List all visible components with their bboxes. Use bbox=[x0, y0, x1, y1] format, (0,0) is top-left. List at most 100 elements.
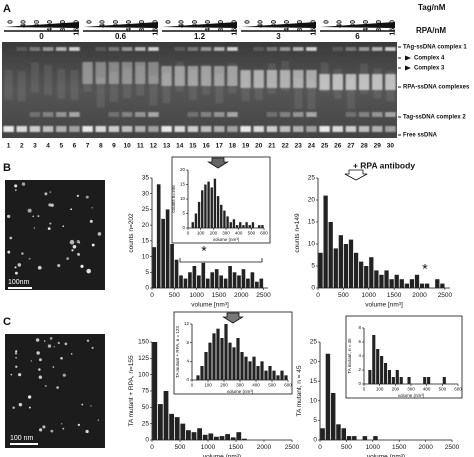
histogram-bar bbox=[258, 225, 261, 228]
x-tick-label: 500 bbox=[169, 292, 180, 299]
histogram-bar bbox=[376, 349, 380, 384]
afm-particle bbox=[85, 195, 89, 199]
histogram-bar bbox=[197, 201, 201, 228]
panel-label: C bbox=[3, 316, 11, 328]
afm-particle bbox=[44, 192, 48, 196]
afm-particle bbox=[28, 257, 31, 260]
histogram-bar bbox=[236, 338, 240, 380]
annotation: * bbox=[422, 261, 428, 277]
gel-band bbox=[306, 112, 317, 117]
y-tick-label: 5 bbox=[311, 263, 315, 270]
y-tick-label: 100 bbox=[138, 371, 149, 378]
afm-particle bbox=[10, 373, 13, 376]
histogram-bar bbox=[212, 333, 216, 380]
histogram-bar bbox=[223, 210, 226, 228]
histogram-bar bbox=[440, 283, 445, 288]
gel-band bbox=[161, 126, 172, 132]
histogram-bar bbox=[425, 283, 430, 288]
lane-number: 24 bbox=[308, 143, 316, 150]
gel-band bbox=[358, 112, 370, 117]
lane-number: 2 bbox=[20, 143, 24, 150]
afm-particle bbox=[62, 427, 65, 430]
gel-smear bbox=[346, 79, 355, 110]
afm-particle bbox=[7, 250, 11, 254]
histogram-bar bbox=[186, 430, 191, 440]
x-tick-label: 0 bbox=[191, 383, 194, 388]
afm-particle bbox=[57, 263, 61, 268]
histogram-bar bbox=[268, 366, 272, 380]
gel-smear bbox=[44, 64, 53, 95]
x-axis-label: volume (nm³) bbox=[398, 393, 425, 398]
lane-number: 10 bbox=[123, 143, 131, 150]
histogram-bar bbox=[220, 204, 223, 228]
histogram-bar bbox=[223, 278, 228, 288]
afm-particle bbox=[85, 429, 89, 434]
afm-particle bbox=[9, 236, 13, 240]
tag-concentration: 80 bbox=[192, 20, 199, 28]
histogram-bar bbox=[161, 218, 165, 288]
lane-number: 21 bbox=[268, 143, 276, 150]
tag-concentration: 40 bbox=[179, 20, 186, 28]
histogram-bar bbox=[272, 370, 276, 380]
histogram-bar bbox=[248, 361, 252, 380]
gel-band bbox=[213, 112, 225, 117]
gel-band bbox=[16, 126, 28, 132]
histogram-bar bbox=[214, 436, 219, 440]
x-axis-label: volume (nm³) bbox=[227, 389, 254, 394]
histogram-bar bbox=[183, 278, 188, 288]
histogram-bar bbox=[239, 222, 242, 228]
gel-band bbox=[55, 47, 67, 51]
gel-band bbox=[371, 112, 383, 117]
gel-band bbox=[332, 47, 344, 51]
histogram-bar bbox=[259, 278, 264, 288]
afm-particle bbox=[52, 366, 55, 368]
histogram-bar bbox=[328, 222, 333, 288]
lane-number: 3 bbox=[33, 143, 37, 150]
gel-smear bbox=[188, 69, 197, 100]
histogram-bar bbox=[404, 283, 409, 288]
afm-particle bbox=[60, 423, 63, 425]
lane-number: 14 bbox=[176, 143, 184, 150]
y-tick-label: 5 bbox=[313, 417, 317, 424]
histogram-bar bbox=[241, 269, 246, 288]
afm-particle bbox=[14, 184, 18, 188]
lane-number: 1 bbox=[7, 143, 11, 150]
histogram-bar bbox=[276, 375, 280, 380]
afm-particle bbox=[76, 240, 80, 244]
afm-particle bbox=[91, 346, 94, 349]
afm-particle bbox=[77, 423, 81, 427]
y-axis-label: TA mutant, n = 45 bbox=[296, 365, 303, 416]
histogram-bar bbox=[174, 417, 180, 440]
x-tick-label: 1000 bbox=[189, 292, 204, 299]
block-arrow bbox=[222, 312, 244, 324]
histogram-bar bbox=[191, 222, 194, 228]
afm-particle bbox=[49, 191, 52, 193]
lane-number: 16 bbox=[202, 143, 210, 150]
gel-smear bbox=[294, 78, 303, 109]
afm-particle bbox=[33, 227, 35, 229]
histogram-bar bbox=[204, 184, 207, 228]
afm-particle bbox=[69, 239, 75, 245]
x-tick-label: 600 bbox=[284, 383, 292, 388]
y-tick-label: 20 bbox=[142, 222, 150, 229]
lane-number: 6 bbox=[73, 143, 77, 150]
afm-particle bbox=[91, 243, 95, 247]
gel-band bbox=[148, 126, 159, 132]
gel-band bbox=[121, 47, 133, 51]
gel-image bbox=[2, 42, 397, 138]
histogram-bar bbox=[232, 219, 236, 228]
afm-particle bbox=[28, 406, 31, 409]
x-tick-label: 500 bbox=[248, 231, 256, 236]
gel-smear bbox=[136, 65, 145, 96]
y-tick-label: 75 bbox=[142, 388, 150, 395]
y-axis-label: TA mutant + RPA, n=155 bbox=[128, 355, 135, 427]
histogram-bar bbox=[372, 335, 376, 384]
lane-number: 30 bbox=[387, 143, 395, 150]
histogram-bar bbox=[256, 366, 260, 380]
band-label: TAg-ssDNA complex 1 bbox=[403, 45, 467, 51]
gel-band bbox=[69, 126, 80, 132]
y-tick-label: 0 bbox=[182, 225, 185, 230]
tag-concentration: 40 bbox=[21, 20, 28, 28]
afm-particle bbox=[80, 264, 84, 268]
afm-particle bbox=[49, 337, 53, 340]
